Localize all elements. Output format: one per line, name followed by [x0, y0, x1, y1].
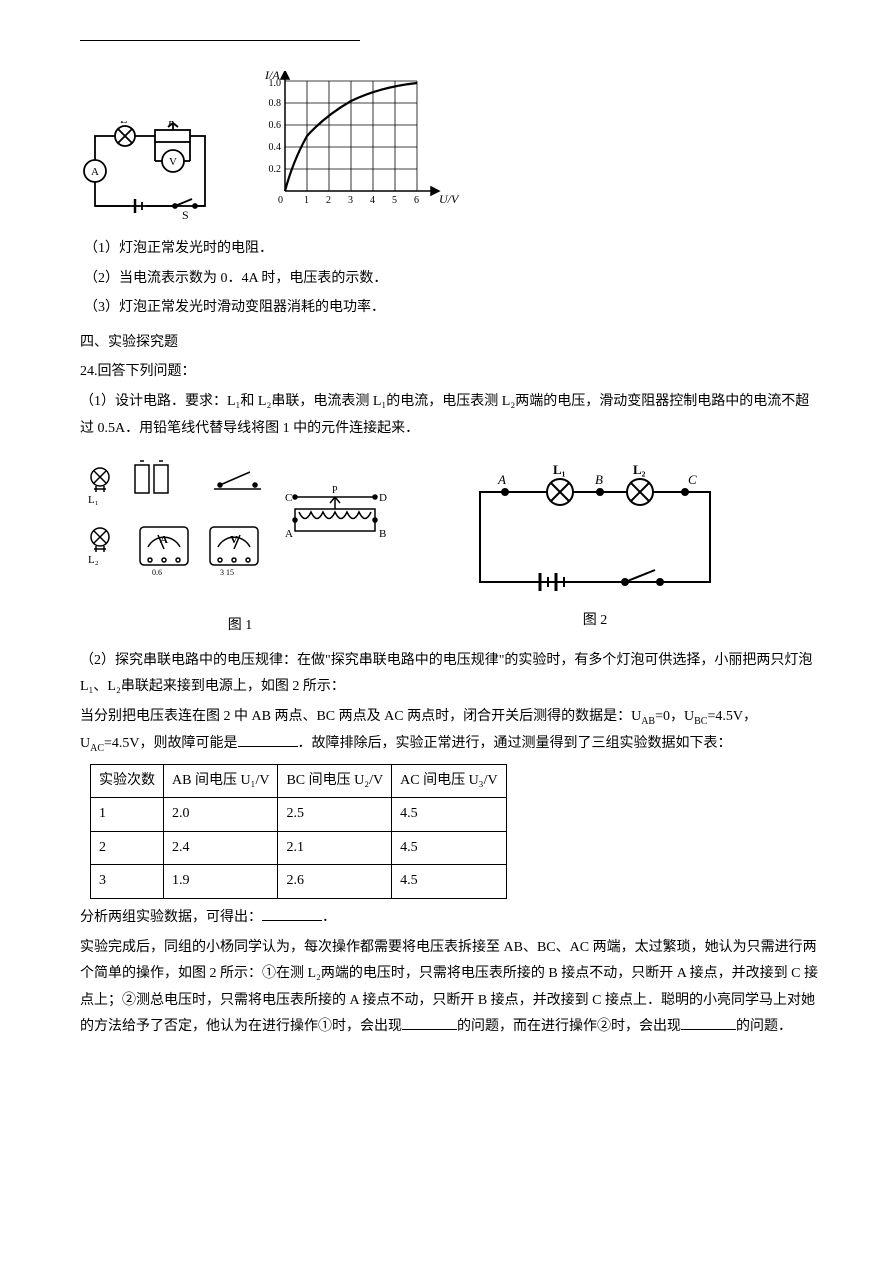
blank-op2[interactable]	[681, 1015, 736, 1030]
table-row: 3 1.9 2.6 4.5	[91, 865, 507, 899]
x-axis-label: U/V	[439, 192, 460, 206]
node-C: C	[688, 472, 697, 487]
col-u3: AC 间电压 U₃/V	[392, 764, 506, 798]
blank-fault[interactable]	[238, 731, 298, 746]
svg-text:6: 6	[414, 195, 419, 206]
blank-op1[interactable]	[402, 1015, 457, 1030]
svg-text:V: V	[230, 534, 238, 546]
figure-1-block: L₁ L₂ A V 0.6 3 15 C D A B P 图 1	[80, 457, 400, 640]
q23-3: （3）灯泡正常发光时滑动变阻器消耗的电功率．	[84, 295, 823, 322]
rheo-C: C	[285, 492, 292, 504]
fig2-caption: 图 2	[583, 608, 608, 635]
label-A: A	[91, 166, 99, 178]
q24-figures-row: L₁ L₂ A V 0.6 3 15 C D A B P 图 1	[80, 457, 823, 640]
q23-2: （2）当电流表示数为 0．4A 时，电压表的示数．	[84, 266, 823, 293]
col-trial: 实验次数	[91, 764, 164, 798]
blank-conclusion[interactable]	[262, 906, 322, 921]
label-V: V	[169, 156, 177, 168]
svg-text:0.4: 0.4	[269, 142, 282, 153]
q23-1: （1）灯泡正常发光时的电阻．	[84, 236, 823, 263]
label-L: L	[120, 121, 127, 126]
table-row: 2 2.4 2.1 4.5	[91, 831, 507, 865]
fig1-L1: L₁	[88, 494, 99, 506]
svg-text:0: 0	[278, 195, 283, 206]
node-A: A	[497, 472, 506, 487]
svg-text:4: 4	[370, 195, 375, 206]
q24-title-text: 回答下列问题：	[98, 364, 196, 379]
x-ticks: 1 2 3 4 5 6	[304, 195, 419, 206]
figure-2-block: A B C L₁ L₂ 图 2	[460, 462, 730, 635]
q23-figures: L R A V S	[80, 71, 823, 221]
y-ticks: 0.2 0.4 0.6 0.8 1.0	[269, 78, 282, 175]
svg-text:1.0: 1.0	[269, 78, 282, 89]
rheo-A: A	[285, 528, 293, 540]
iv-chart: I/A U/V 0 1 2 3 4 5 6 0.2 0.4 0.6 0.8 1.…	[250, 71, 460, 221]
col-u2: BC 间电压 U₂/V	[278, 764, 392, 798]
q24-title: 24.回答下列问题：	[80, 359, 823, 386]
svg-text:0.2: 0.2	[269, 164, 282, 175]
ammeter-scale: 0.6	[152, 568, 162, 577]
q24-part2-body: 当分别把电压表连在图 2 中 AB 两点、BC 两点及 AC 两点时，闭合开关后…	[80, 704, 823, 758]
q24-para3: 实验完成后，同组的小杨同学认为，每次操作都需要将电压表拆接至 AB、BC、AC …	[80, 935, 823, 1041]
rheo-P: P	[332, 485, 338, 496]
rheo-D: D	[379, 492, 387, 504]
rheo-B: B	[379, 528, 386, 540]
svg-text:0.8: 0.8	[269, 98, 282, 109]
voltmeter-scale: 3 15	[220, 568, 234, 577]
circuit-diagram-q23: L R A V S	[80, 121, 220, 221]
svg-text:5: 5	[392, 195, 397, 206]
figure-1-components: L₁ L₂ A V 0.6 3 15 C D A B P	[80, 457, 400, 607]
col-u1: AB 间电压 U₁/V	[164, 764, 278, 798]
fig1-caption: 图 1	[228, 613, 253, 640]
bulb-L1: L₁	[553, 462, 566, 477]
q24-part1: （1）设计电路．要求：L₁和 L₂串联，电流表测 L₁的电流，电压表测 L₂两端…	[80, 389, 823, 442]
svg-text:2: 2	[326, 195, 331, 206]
node-B: B	[595, 472, 603, 487]
voltage-data-table: 实验次数 AB 间电压 U₁/V BC 间电压 U₂/V AC 间电压 U₃/V…	[90, 764, 507, 899]
q24-analyze: 分析两组实验数据，可得出：．	[80, 905, 823, 932]
svg-text:1: 1	[304, 195, 309, 206]
q24-part2-intro: （2）探究串联电路中的电压规律：在做"探究串联电路中的电压规律"的实验时，有多个…	[80, 648, 823, 701]
label-R: R	[168, 121, 176, 128]
svg-text:A: A	[160, 534, 168, 546]
q24-number: 24.	[80, 364, 98, 379]
table-header-row: 实验次数 AB 间电压 U₁/V BC 间电压 U₂/V AC 间电压 U₃/V	[91, 764, 507, 798]
bulb-L2: L₂	[633, 462, 646, 477]
fig1-L2: L₂	[88, 554, 99, 566]
section-4-title: 四、实验探究题	[80, 330, 823, 357]
figure-2-circuit: A B C L₁ L₂	[460, 462, 730, 602]
top-horizontal-rule	[80, 40, 360, 41]
label-S: S	[182, 208, 189, 221]
svg-text:0.6: 0.6	[269, 120, 282, 131]
table-row: 1 2.0 2.5 4.5	[91, 798, 507, 832]
svg-text:3: 3	[348, 195, 353, 206]
